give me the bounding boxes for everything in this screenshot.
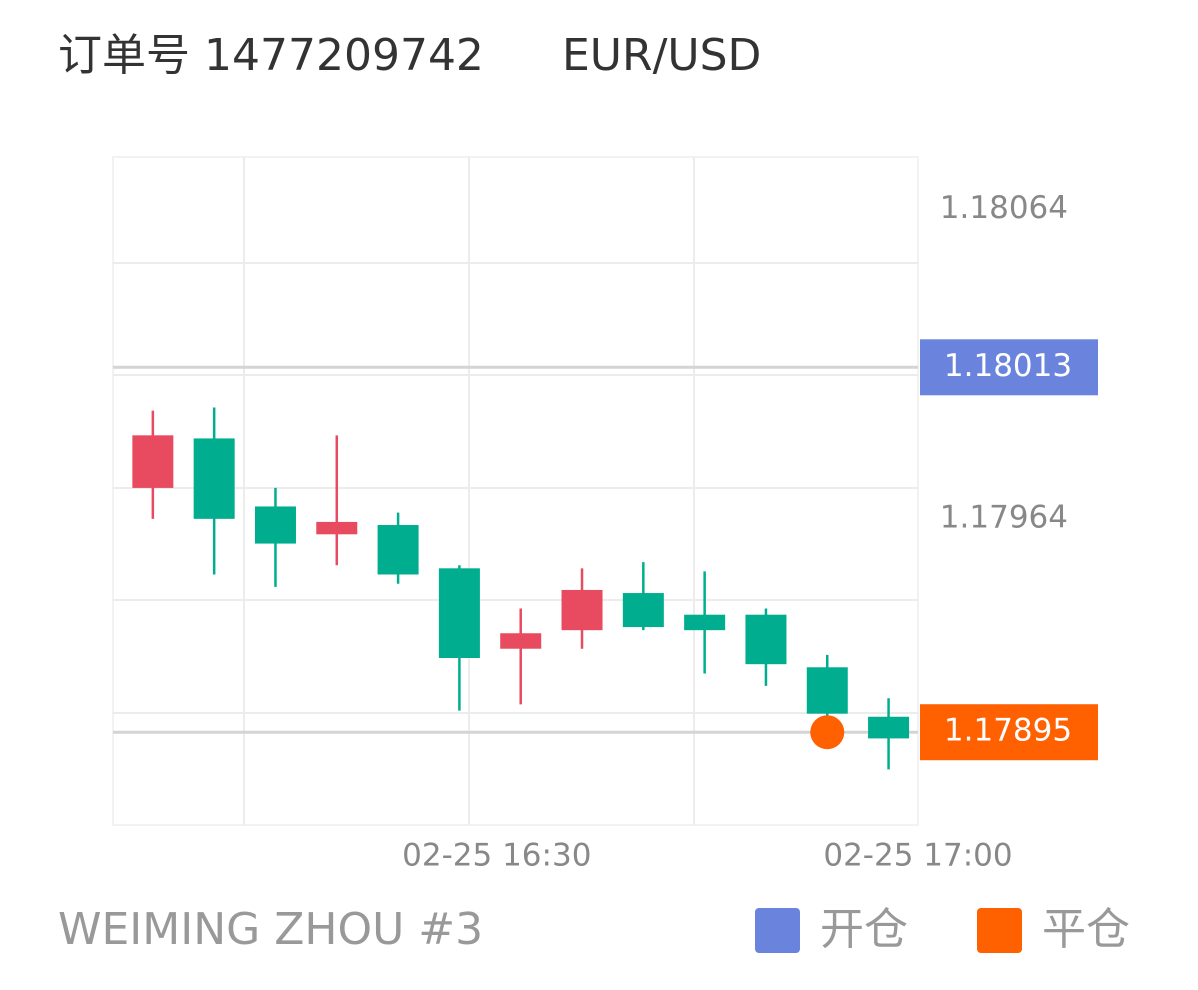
candle-body bbox=[438, 568, 480, 658]
price-label: 1.17895 bbox=[944, 713, 1072, 749]
legend-label: 平仓 bbox=[1042, 904, 1130, 955]
x-tick-label: 02-25 17:00 bbox=[823, 838, 1012, 874]
legend-label: 开仓 bbox=[820, 904, 908, 955]
plot-grid bbox=[112, 156, 919, 826]
order-number: 订单号 1477209742 bbox=[58, 30, 484, 81]
candle-body bbox=[684, 614, 726, 631]
price-label: 1.18013 bbox=[944, 348, 1072, 384]
candle-body bbox=[193, 438, 235, 519]
candle-body bbox=[806, 667, 848, 714]
candle-body bbox=[132, 435, 174, 488]
candle-body bbox=[745, 614, 787, 665]
legend-swatch bbox=[755, 908, 800, 953]
candle-body bbox=[622, 593, 664, 628]
price-box bbox=[920, 704, 1098, 761]
candle-body bbox=[254, 506, 296, 544]
account-name: WEIMING ZHOU #3 bbox=[58, 904, 483, 955]
y-tick-label: 1.18064 bbox=[940, 190, 1068, 226]
plot-frame bbox=[112, 156, 919, 826]
x-tick-label: 02-25 16:30 bbox=[402, 838, 591, 874]
legend-swatch bbox=[977, 908, 1022, 953]
symbol: EUR/USD bbox=[562, 30, 761, 81]
candle-body bbox=[561, 589, 603, 631]
candle-body bbox=[316, 521, 358, 535]
y-tick-label: 1.17964 bbox=[940, 499, 1068, 535]
candle-body bbox=[377, 525, 419, 575]
candle-body bbox=[868, 716, 910, 739]
candle-body bbox=[500, 633, 542, 649]
price-box bbox=[920, 339, 1098, 396]
close-marker bbox=[810, 715, 845, 750]
